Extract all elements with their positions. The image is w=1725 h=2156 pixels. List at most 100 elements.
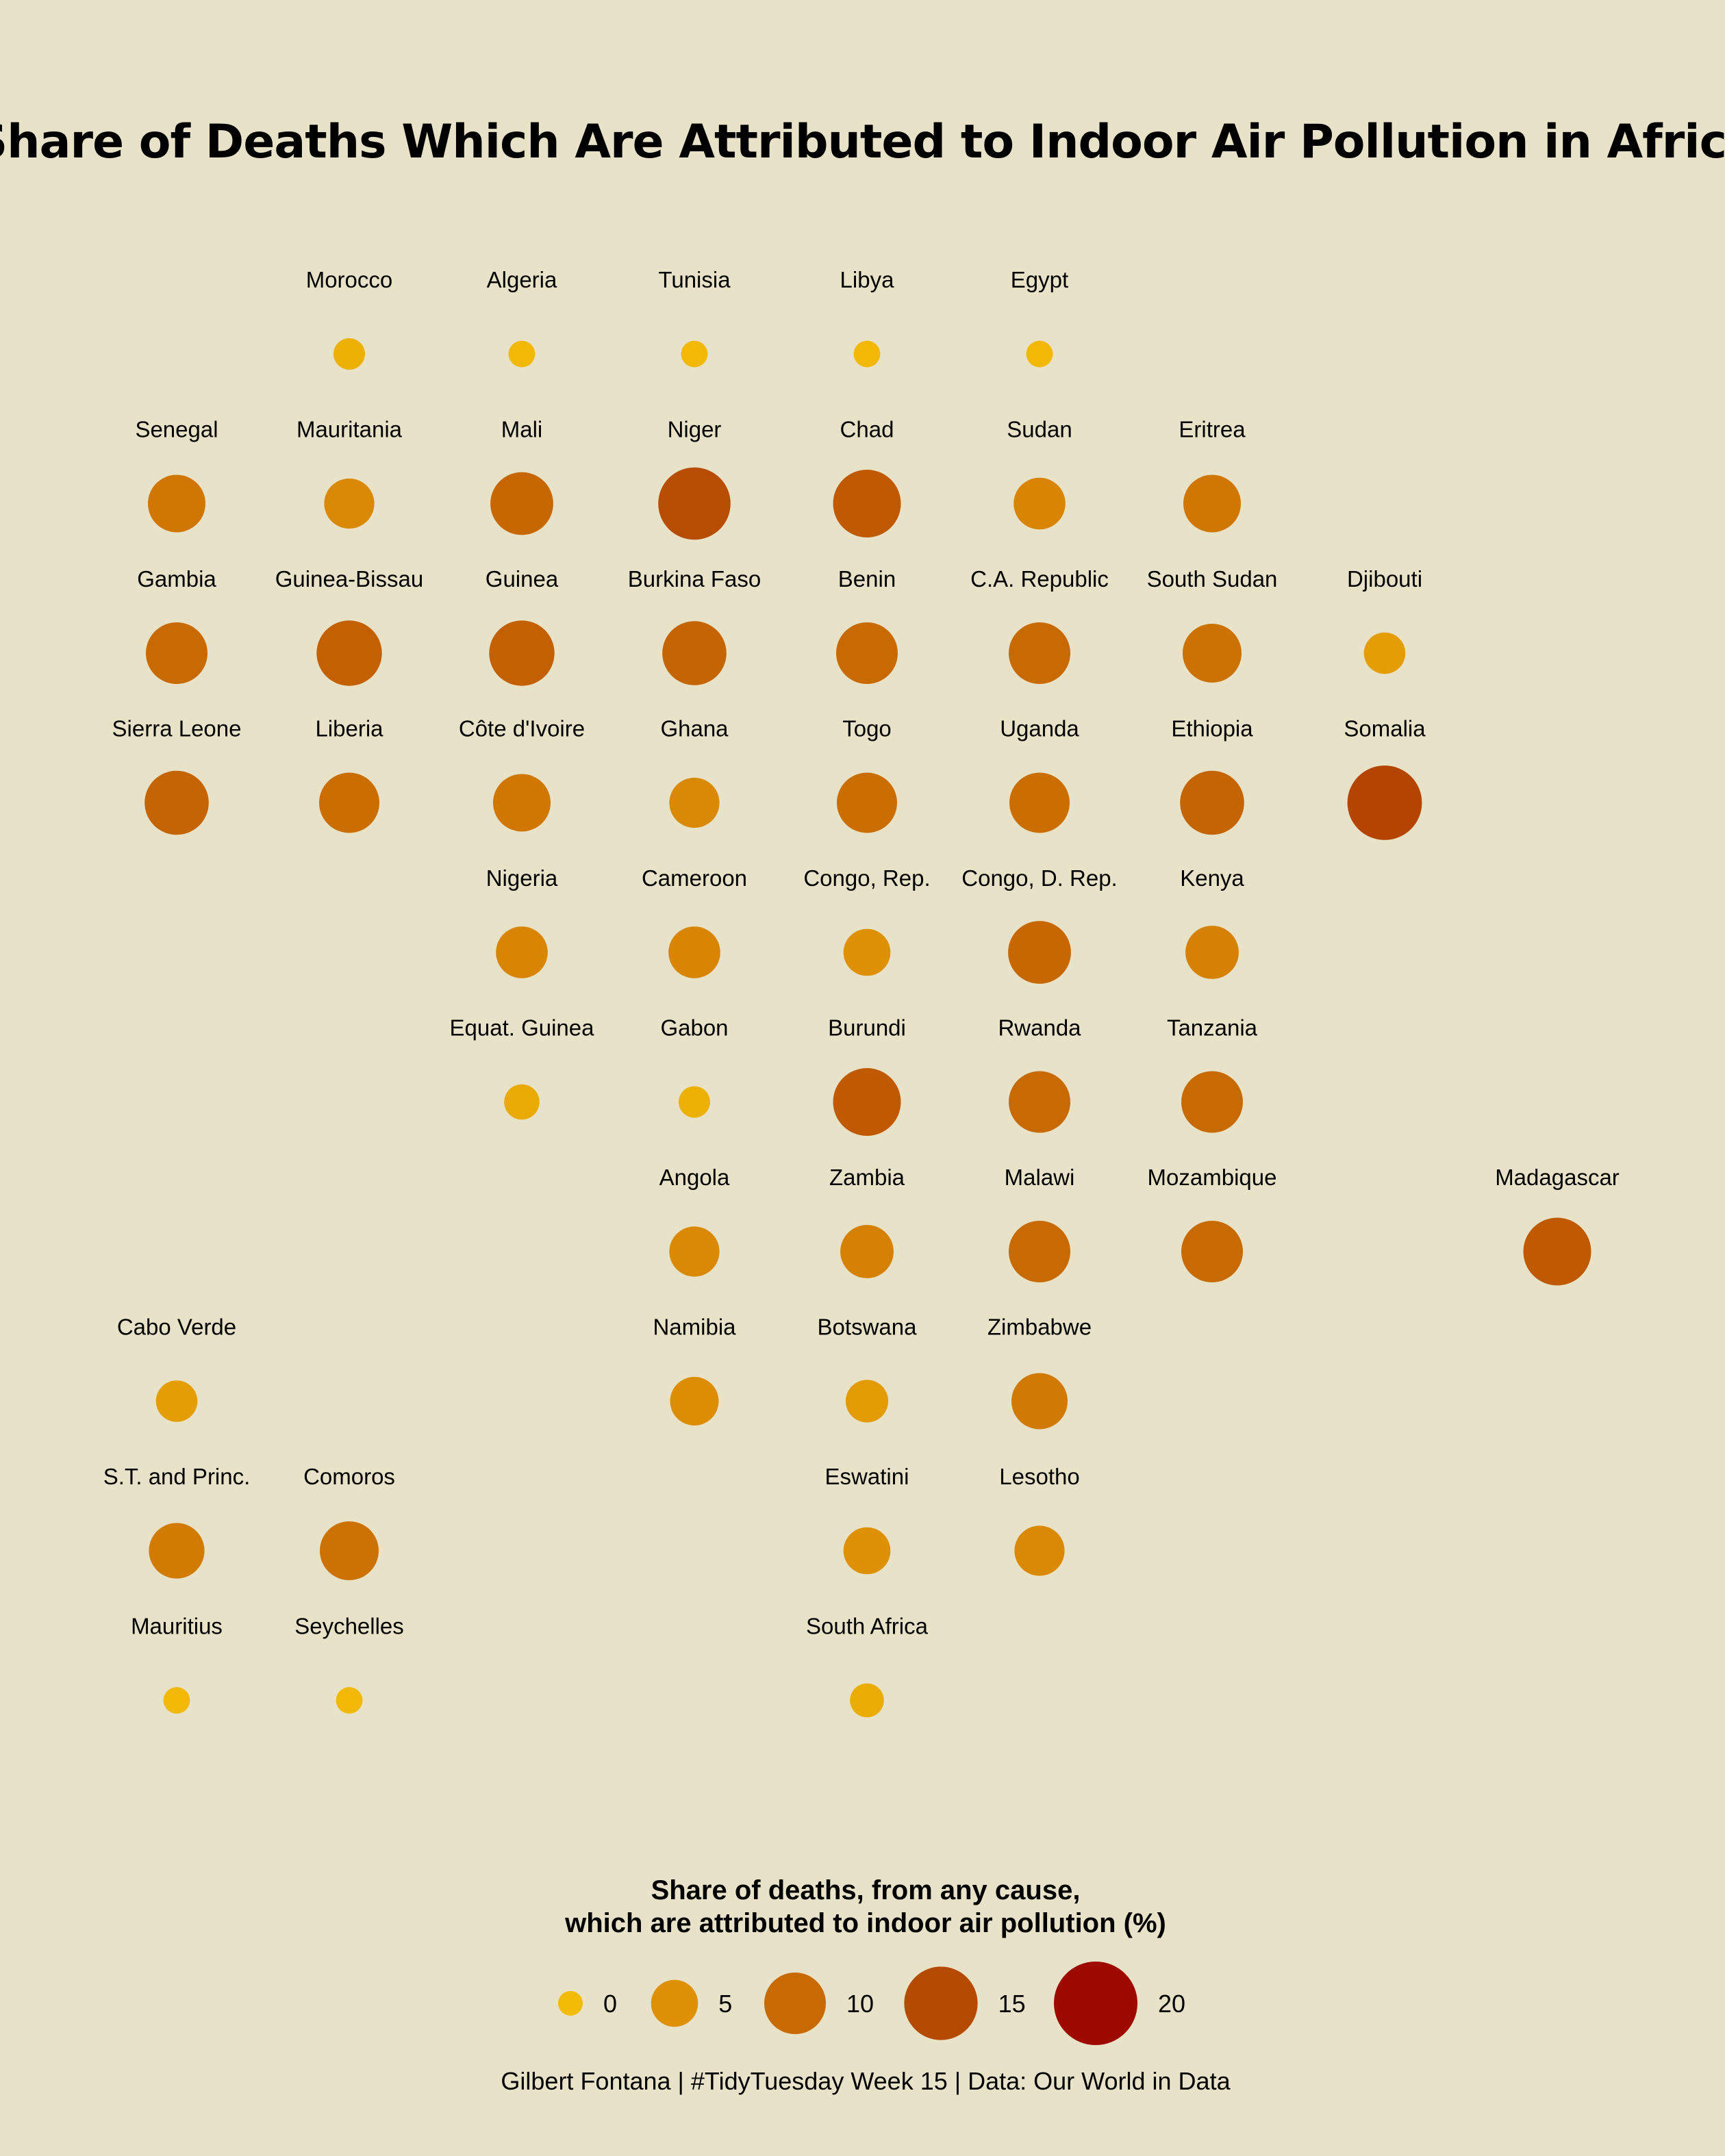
country-label: Mauritania [297, 417, 403, 442]
country-label: Sudan [1007, 417, 1072, 442]
country-label: Angola [659, 1165, 730, 1190]
country-label: Togo [842, 716, 892, 741]
country-label: Zambia [829, 1165, 905, 1190]
country-bubble [1181, 1221, 1243, 1282]
country-senegal: Senegal [135, 417, 218, 533]
country-congo-d-rep: Congo, D. Rep. [961, 865, 1118, 984]
country-bubble [504, 1084, 540, 1120]
country-label: Egypt [1011, 267, 1068, 292]
country-bubble [1013, 477, 1066, 530]
country-bubble [319, 772, 379, 833]
country-bubble [681, 340, 708, 368]
country-grid: Morocco Algeria Tunisia Libya Egypt Senegal Ma… [103, 267, 1620, 1718]
country-bubble [1026, 340, 1053, 368]
country-bubble [850, 1683, 884, 1718]
country-djibouti: Djibouti [1347, 566, 1422, 674]
country-tanzania: Tanzania [1167, 1015, 1258, 1133]
country-label: Niger [668, 417, 722, 442]
country-kenya: Kenya [1180, 865, 1244, 979]
country-mauritius: Mauritius [131, 1614, 223, 1714]
country-label: Algeria [487, 267, 557, 292]
country-guinea: Guinea [486, 566, 559, 686]
country-label: Mauritius [131, 1614, 223, 1639]
country-label: Liberia [315, 716, 383, 741]
country-cabo-verde: Cabo Verde [117, 1315, 236, 1422]
country-label: Lesotho [999, 1464, 1079, 1489]
country-tunisia: Tunisia [658, 267, 731, 368]
country-label: Tanzania [1167, 1015, 1258, 1041]
country-bubble [1009, 772, 1070, 833]
country-burundi: Burundi [828, 1015, 906, 1136]
country-mozambique: Mozambique [1148, 1165, 1277, 1282]
country-libya: Libya [840, 267, 894, 368]
country-lesotho: Lesotho [999, 1464, 1080, 1576]
country-namibia: Namibia [653, 1315, 736, 1425]
country-south-sudan: South Sudan [1147, 566, 1278, 683]
country-bubble [320, 1521, 379, 1580]
country-label: Mali [501, 417, 543, 442]
legend-label-5: 5 [718, 1990, 732, 2018]
country-label: Kenya [1180, 865, 1244, 891]
country-label: Burkina Faso [628, 566, 761, 592]
country-bubble [1523, 1217, 1591, 1286]
country-label: South Sudan [1147, 566, 1278, 592]
country-label: Guinea-Bissau [275, 566, 423, 592]
country-bubble [833, 1068, 901, 1136]
caption: Gilbert Fontana | #TidyTuesday Week 15 |… [501, 2067, 1231, 2095]
country-bubble [1183, 624, 1242, 683]
country-label: Namibia [653, 1315, 736, 1340]
country-bubble [146, 622, 207, 684]
legend-label-0: 0 [603, 1990, 617, 2018]
country-egypt: Egypt [1011, 267, 1068, 368]
country-niger: Niger [658, 417, 731, 540]
country-label: Somalia [1344, 716, 1426, 741]
country-c-a-republic: C.A. Republic [970, 566, 1109, 684]
country-malawi: Malawi [1005, 1165, 1074, 1282]
country-bubble [853, 340, 881, 368]
country-label: Nigeria [486, 865, 558, 891]
country-bubble [144, 770, 209, 835]
country-congo-rep: Congo, Rep. [803, 865, 931, 976]
country-bubble [508, 340, 536, 368]
country-bubble [679, 1086, 710, 1118]
country-benin: Benin [836, 566, 898, 684]
chart-title: Share of Deaths Which Are Attributed to … [0, 115, 1725, 169]
legend-label-15: 15 [998, 1990, 1026, 2018]
legend-bubble-10 [764, 1973, 826, 2034]
country-bubble [1185, 926, 1239, 979]
country-bubble [1009, 1221, 1070, 1282]
country-ghana: Ghana [660, 716, 729, 828]
country-label: Chad [840, 417, 894, 442]
country-label: Gambia [137, 566, 216, 592]
country-chad: Chad [833, 417, 901, 537]
country-label: Eritrea [1179, 417, 1246, 442]
country-bubble [1009, 1071, 1070, 1133]
country-label: Cabo Verde [117, 1315, 236, 1340]
country-nigeria: Nigeria [486, 865, 558, 978]
country-bubble [155, 1380, 198, 1422]
country-eswatini: Eswatini [825, 1464, 909, 1575]
country-bubble [1180, 770, 1244, 835]
country-label: Ghana [660, 716, 729, 741]
country-bubble [489, 620, 555, 686]
legend-bubble-20 [1054, 1962, 1137, 2045]
country-label: Guinea [486, 566, 559, 592]
country-bubble [843, 1527, 891, 1575]
country-label: Mozambique [1148, 1165, 1277, 1190]
country-bubble [658, 467, 731, 540]
country-guinea-bissau: Guinea-Bissau [275, 566, 423, 686]
country-label: Sierra Leone [112, 716, 242, 741]
country-cameroon: Cameroon [642, 865, 747, 978]
country-south-africa: South Africa [806, 1614, 929, 1718]
country-label: Côte d'Ivoire [459, 716, 585, 741]
country-bubble [837, 772, 897, 833]
country-togo: Togo [837, 716, 897, 833]
country-bubble [163, 1687, 190, 1714]
legend-bubble-15 [904, 1966, 978, 2040]
country-bubble [1181, 1071, 1243, 1133]
country-bubble [1347, 765, 1422, 840]
country-bubble [845, 1380, 889, 1423]
country-bubble [669, 777, 720, 828]
country-label: Comoros [303, 1464, 395, 1489]
country-zimbabwe: Zimbabwe [987, 1315, 1092, 1430]
